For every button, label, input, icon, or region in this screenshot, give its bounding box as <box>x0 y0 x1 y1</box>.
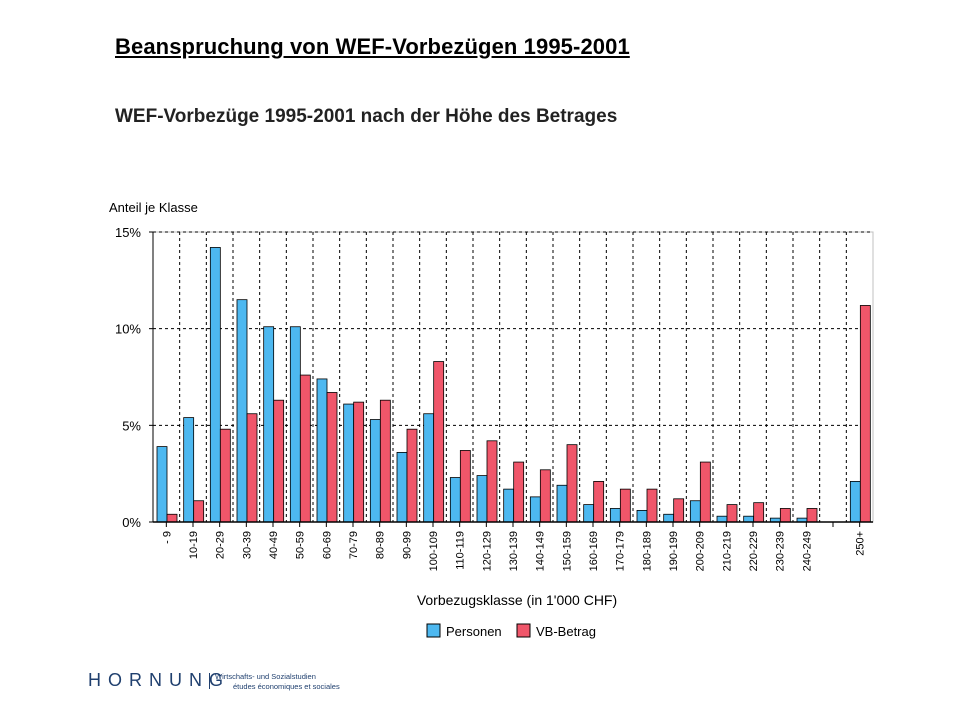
bar-personen <box>529 496 541 523</box>
bar-personen <box>236 299 248 523</box>
bar-vb-betrag <box>326 392 338 523</box>
x-tick-label: 150-159 <box>561 531 573 571</box>
y-axis-label: Anteil je Klasse <box>109 200 198 215</box>
bar-vb-betrag <box>459 450 471 523</box>
bar-personen <box>556 484 568 523</box>
bar-vb-betrag <box>219 428 231 523</box>
company-logo: HORNUNG Wirtschafts- und Sozialstudien é… <box>88 670 348 694</box>
bar-vb-betrag <box>193 500 205 523</box>
bar-vb-betrag <box>353 401 365 523</box>
bar-vb-betrag <box>806 508 818 523</box>
logo-wordmark: HORNUNG <box>88 670 230 690</box>
y-tick-label: 5% <box>122 418 141 433</box>
legend-swatch-vb-betrag <box>516 623 531 638</box>
x-tick-label: 180-189 <box>641 531 653 571</box>
bar-vb-betrag <box>273 399 285 523</box>
bar-personen <box>449 477 461 523</box>
y-tick-label: 0% <box>122 515 141 530</box>
chart-title: WEF-Vorbezüge 1995-2001 nach der Höhe de… <box>115 106 618 127</box>
bar-vb-betrag <box>433 361 445 523</box>
bar-personen <box>289 326 301 523</box>
grid-layer <box>152 231 874 523</box>
bar-vb-betrag <box>673 498 685 523</box>
bar-vb-betrag <box>513 461 525 523</box>
x-tick-label: 230-239 <box>775 531 787 571</box>
logo-tagline-de: Wirtschafts- und Sozialstudien <box>215 672 316 681</box>
bar-personen <box>663 513 675 523</box>
x-tick-label: 220-229 <box>748 531 760 571</box>
bar-personen <box>476 475 488 523</box>
x-tick-label: 70-79 <box>348 531 360 559</box>
y-tick-label: 10% <box>115 322 141 337</box>
x-tick-label: 200-209 <box>695 531 707 571</box>
bar-personen <box>689 500 701 523</box>
legend-label-vb-betrag: VB-Betrag <box>536 624 596 639</box>
axis-layer: 0% 5% 10% 15% - 9 10-19 20-29 30-39 40-49 50-59 60… <box>115 225 873 571</box>
x-tick-label: 110-119 <box>455 531 467 570</box>
bar-personen <box>849 480 861 523</box>
x-tick-label: 250+ <box>855 531 867 556</box>
x-tick-label: 10-19 <box>188 531 200 559</box>
legend-label-personen: Personen <box>446 624 502 639</box>
bar-personen <box>316 378 328 523</box>
plot-area <box>152 231 874 523</box>
x-tick-label: 100-109 <box>428 531 440 571</box>
logo-divider <box>209 673 210 689</box>
bar-personen <box>636 509 648 523</box>
bar-vb-betrag <box>619 488 631 523</box>
bar-personen <box>609 508 621 523</box>
bar-personen <box>583 504 595 523</box>
bar-personen <box>156 446 168 523</box>
bar-personen <box>743 515 755 523</box>
legend-swatch-personen <box>426 623 441 638</box>
bar-personen <box>503 488 515 523</box>
bar-vb-betrag <box>593 480 605 523</box>
x-tick-label: 20-29 <box>215 531 227 559</box>
bar-vb-betrag <box>726 504 738 523</box>
x-tick-label: 30-39 <box>241 531 253 559</box>
bar-vb-betrag <box>406 428 418 523</box>
bar-vb-betrag <box>486 440 498 523</box>
bar-personen <box>716 515 728 523</box>
bar-vb-betrag <box>379 399 391 523</box>
x-tick-label: 140-149 <box>535 531 547 571</box>
bar-vb-betrag <box>779 508 791 523</box>
x-tick-label: 160-169 <box>588 531 600 571</box>
x-tick-label: 90-99 <box>401 531 413 559</box>
bar-vb-betrag <box>859 305 871 523</box>
x-tick-label: 50-59 <box>295 531 307 559</box>
slide-title: Beanspruchung von WEF-Vorbezügen 1995-20… <box>115 34 630 59</box>
bar-personen <box>263 326 275 523</box>
bar-personen <box>369 419 381 523</box>
x-tick-label: 240-249 <box>801 531 813 571</box>
logo-tagline-fr: études économiques et sociales <box>233 682 340 691</box>
x-tick-label: 60-69 <box>321 531 333 559</box>
bar-vb-betrag <box>699 461 711 523</box>
bar-vb-betrag <box>166 513 178 523</box>
x-axis-label: Vorbezugsklasse (in 1'000 CHF) <box>417 592 617 608</box>
x-tick-label: 130-139 <box>508 531 520 571</box>
bar-personen <box>423 413 435 523</box>
x-tick-label: 80-89 <box>375 531 387 559</box>
bar-vb-betrag <box>753 502 765 523</box>
bar-vb-betrag <box>299 374 311 523</box>
bar-personen <box>209 247 221 523</box>
bar-vb-betrag <box>646 488 658 523</box>
x-tick-label: 190-199 <box>668 531 680 571</box>
x-tick-label: 210-219 <box>721 531 733 571</box>
x-tick-label: 40-49 <box>268 531 280 559</box>
legend: Personen VB-Betrag <box>426 623 596 639</box>
x-tick-label: 170-179 <box>615 531 627 571</box>
bar-layer <box>156 247 871 523</box>
bar-vb-betrag <box>539 469 551 523</box>
bar-personen <box>343 403 355 523</box>
bar-personen <box>396 451 408 523</box>
x-tick-label: - 9 <box>161 531 173 544</box>
bar-vb-betrag <box>246 413 258 523</box>
y-tick-label: 15% <box>115 225 141 240</box>
x-tick-label: 120-129 <box>481 531 493 571</box>
bar-vb-betrag <box>566 444 578 523</box>
bar-personen <box>183 417 195 523</box>
